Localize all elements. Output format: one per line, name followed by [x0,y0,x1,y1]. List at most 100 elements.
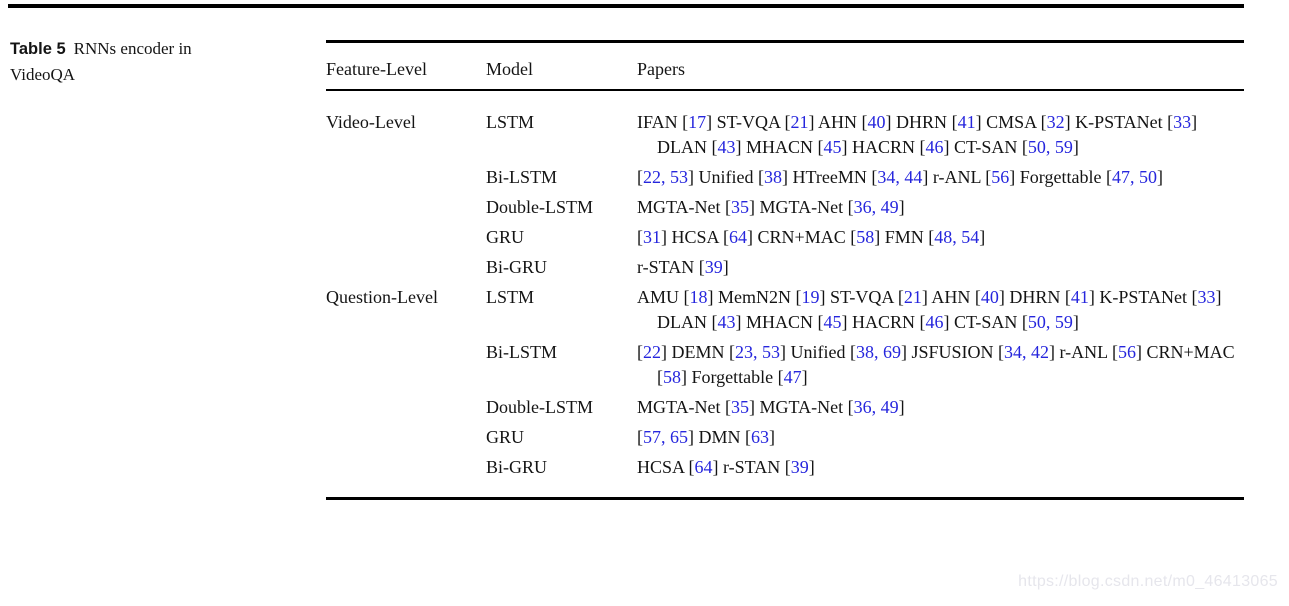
citation-link[interactable]: 35 [731,197,750,217]
citation-link[interactable]: 34, 44 [877,167,923,187]
citation-bracket: [22, 53] [637,167,694,187]
citation-link[interactable]: 21 [790,112,809,132]
citation-link[interactable]: 21 [903,287,922,307]
citation-link[interactable]: 43 [717,312,736,332]
citation-link[interactable]: 50, 59 [1027,312,1073,332]
citation-bracket: [43] [711,137,742,157]
model-cell: Bi-GRU [486,257,548,277]
citation-bracket: [47] [777,367,808,387]
citation-link[interactable]: 41 [1070,287,1089,307]
citation-link[interactable]: 46 [925,137,944,157]
citation-link[interactable]: 23, 53 [735,342,780,362]
table-caption: Table 5 RNNs encoder in VideoQA [10,36,242,87]
table-row: Bi-LSTM [22] DEMN [23, 53] Unified [38, 6… [326,338,1244,393]
citation-link[interactable]: 58 [663,367,681,387]
citation-link[interactable]: 22 [643,342,661,362]
citation-link[interactable]: 50, 59 [1027,137,1073,157]
citation-link[interactable]: 56 [991,167,1010,187]
citation-bracket: [46] [919,137,950,157]
model-cell: Bi-LSTM [486,167,558,187]
citation-link[interactable]: 31 [643,227,661,247]
citation-link[interactable]: 64 [729,227,748,247]
citation-link[interactable]: 38 [763,167,782,187]
citation-link[interactable]: 45 [823,137,842,157]
feature-level-cell [326,253,486,283]
rnn-encoder-table: Feature-Level Model Papers Video-Level LS… [326,40,1244,500]
citation-link[interactable]: 17 [688,112,707,132]
table-row: Bi-GRU r-STAN [39] [326,253,1244,283]
citation-link[interactable]: 22, 53 [643,167,688,187]
papers-cell: IFAN [17] ST-VQA [21] AHN [40] DHRN [41]… [637,112,1198,157]
citation-link[interactable]: 33 [1173,112,1192,132]
citation-link[interactable]: 36, 49 [853,197,899,217]
header-model: Model [486,41,637,91]
model-cell: Bi-GRU [486,457,548,477]
citation-link[interactable]: 48, 54 [934,227,980,247]
citation-bracket: [47, 50] [1105,167,1163,187]
citation-link[interactable]: 32 [1046,112,1065,132]
citation-bracket: [38, 69] [849,342,907,362]
model-cell: GRU [486,427,525,447]
citation-link[interactable]: 36, 49 [853,397,899,417]
citation-bracket: [34, 44] [871,167,929,187]
citation-bracket: [21] [897,287,928,307]
table-row: Bi-GRU HCSA [64] r-STAN [39] [326,453,1244,499]
feature-level-cell: Video-Level [326,112,416,132]
citation-link[interactable]: 33 [1197,287,1216,307]
citation-bracket: [39] [698,257,729,277]
citation-link[interactable]: 19 [801,287,820,307]
papers-cell: [22] DEMN [23, 53] Unified [38, 69] JSFU… [637,342,1235,387]
citation-link[interactable]: 38, 69 [855,342,901,362]
citation-bracket: [46] [919,312,950,332]
model-cell: LSTM [486,287,535,307]
citation-bracket: [41] [1064,287,1095,307]
citation-bracket: [35] [725,197,756,217]
table-row: GRU [57, 65] DMN [63] [326,423,1244,453]
citation-link[interactable]: 34, 42 [1004,342,1050,362]
citation-bracket: [56] [985,167,1016,187]
feature-level-cell [326,423,486,453]
citation-link[interactable]: 35 [731,397,750,417]
citation-bracket: [40] [861,112,892,132]
citation-bracket: [45] [817,312,848,332]
citation-bracket: [41] [951,112,982,132]
citation-link[interactable]: 41 [957,112,976,132]
model-cell: LSTM [486,112,535,132]
table-row: Bi-LSTM [22, 53] Unified [38] HTreeMN [34… [326,163,1244,193]
citation-bracket: [50, 59] [1021,312,1079,332]
papers-cell: MGTA-Net [35] MGTA-Net [36, 49] [637,397,905,417]
citation-link[interactable]: 57, 65 [643,427,688,447]
citation-link[interactable]: 18 [689,287,708,307]
citation-link[interactable]: 64 [694,457,713,477]
citation-link[interactable]: 56 [1117,342,1136,362]
model-cell: GRU [486,227,525,247]
citation-link[interactable]: 39 [790,457,809,477]
citation-link[interactable]: 46 [925,312,944,332]
citation-bracket: [50, 59] [1021,137,1079,157]
citation-bracket: [36, 49] [847,197,905,217]
feature-level-cell [326,223,486,253]
citation-link[interactable]: 40 [867,112,886,132]
citation-bracket: [39] [784,457,815,477]
citation-bracket: [22] [637,342,667,362]
citation-bracket: [56] [1111,342,1142,362]
citation-link[interactable]: 47, 50 [1111,167,1157,187]
citation-link[interactable]: 39 [704,257,723,277]
citation-link[interactable]: 40 [980,287,999,307]
table-row: Question-Level LSTM AMU [18] MemN2N [19] S… [326,283,1244,338]
citation-link[interactable]: 58 [856,227,875,247]
citation-link[interactable]: 47 [783,367,802,387]
citation-link[interactable]: 43 [717,137,736,157]
papers-cell: HCSA [64] r-STAN [39] [637,457,815,477]
csdn-watermark: https://blog.csdn.net/m0_46413065 [1018,573,1278,590]
citation-bracket: [48, 54] [928,227,986,247]
papers-cell: [57, 65] DMN [63] [637,427,776,447]
citation-link[interactable]: 63 [751,427,770,447]
header-papers: Papers [637,41,1244,91]
table-row: Video-Level LSTM IFAN [17] ST-VQA [21] AHN… [326,90,1244,163]
citation-link[interactable]: 45 [823,312,842,332]
feature-level-cell [326,163,486,193]
citation-bracket: [17] [682,112,713,132]
table-container: Feature-Level Model Papers Video-Level LS… [326,40,1244,500]
citation-bracket: [45] [817,137,848,157]
